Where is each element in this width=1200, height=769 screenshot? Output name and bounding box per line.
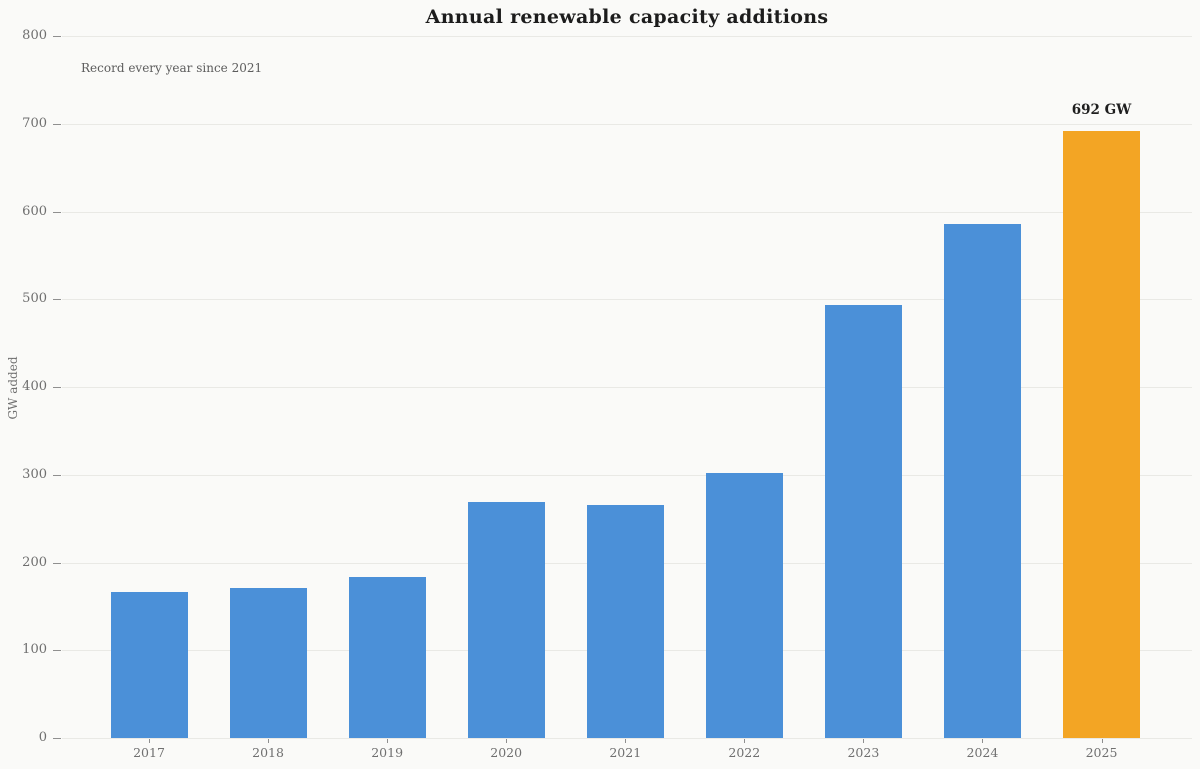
x-axis-label-2023: 2023: [847, 745, 880, 760]
chart-title: Annual renewable capacity additions: [425, 6, 829, 28]
x-tick-mark-2020: [506, 739, 507, 743]
y-tick-mark-700: [53, 124, 61, 125]
x-axis-label-2018: 2018: [252, 745, 284, 760]
x-axis-label-2022: 2022: [728, 745, 761, 760]
y-tick-label-300: 300: [22, 467, 47, 482]
y-tick-label-600: 600: [22, 204, 47, 219]
x-axis-label-2019: 2019: [371, 745, 404, 760]
y-tick-label-100: 100: [22, 642, 47, 657]
x-tick-mark-2021: [625, 739, 626, 743]
x-tick-mark-2019: [387, 739, 388, 743]
y-tick-label-200: 200: [22, 555, 47, 570]
bar-2022: [705, 473, 783, 738]
x-tick-mark-2024: [982, 739, 983, 743]
y-tick-mark-600: [53, 212, 61, 213]
gridline-600: [62, 212, 1192, 213]
bar-2019: [348, 576, 426, 738]
y-tick-mark-200: [53, 563, 61, 564]
x-tick-mark-2017: [149, 739, 150, 743]
x-axis-label-2017: 2017: [133, 745, 165, 760]
y-tick-mark-0: [53, 738, 61, 739]
y-tick-mark-100: [53, 650, 61, 651]
chart-subtitle: Record every year since 2021: [81, 61, 263, 75]
bar-2023: [824, 305, 902, 738]
bar-2018: [229, 587, 307, 738]
gridline-700: [62, 124, 1192, 125]
gridline-300: [62, 475, 1192, 476]
x-axis-label-2024: 2024: [966, 745, 999, 760]
x-axis-label-2025: 2025: [1085, 745, 1118, 760]
bar-2021: [586, 504, 664, 738]
x-tick-mark-2018: [268, 739, 269, 743]
y-tick-label-700: 700: [22, 116, 47, 131]
bar-value-annotation: 692 GW: [1071, 101, 1132, 118]
x-axis-label-2021: 2021: [609, 745, 642, 760]
bar-2024: [943, 223, 1021, 738]
gridline-0: [62, 738, 1192, 739]
y-tick-mark-300: [53, 475, 61, 476]
y-tick-mark-500: [53, 299, 61, 300]
x-tick-mark-2023: [863, 739, 864, 743]
y-tick-mark-400: [53, 387, 61, 388]
bar-2025: [1063, 130, 1140, 738]
y-tick-label-800: 800: [22, 28, 47, 43]
x-tick-mark-2025: [1102, 739, 1103, 743]
y-tick-mark-800: [53, 36, 61, 37]
y-tick-label-400: 400: [22, 379, 47, 394]
x-axis-label-2020: 2020: [490, 745, 523, 760]
gridline-400: [62, 387, 1192, 388]
x-tick-mark-2022: [744, 739, 745, 743]
bar-2020: [467, 501, 545, 738]
y-tick-label-500: 500: [22, 291, 47, 306]
gridline-500: [62, 299, 1192, 300]
bar-2017: [110, 592, 188, 738]
y-tick-label-0: 0: [38, 730, 47, 745]
gridline-800: [62, 36, 1192, 37]
